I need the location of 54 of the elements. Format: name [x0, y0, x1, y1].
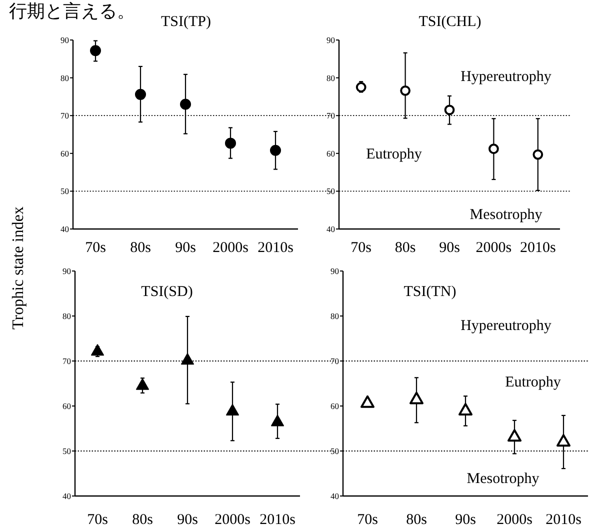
annotation: Eutrophy — [505, 374, 562, 391]
y-tick-label: 60 — [60, 148, 69, 158]
annotation: Hypereutrophy — [460, 318, 552, 334]
x-tick-label: 2000s — [496, 512, 533, 528]
text: 行期と言える。 — [9, 1, 135, 21]
x-tick-label: 90s — [455, 512, 476, 528]
x-tick-label: 90s — [177, 512, 198, 528]
chart-title: TSI(CHL) — [418, 14, 482, 30]
x-tick-label: 70s — [350, 240, 372, 256]
y-tick-label: 70 — [60, 110, 69, 121]
y-tick-label: 40 — [330, 491, 339, 501]
y-tick-label: 90 — [326, 35, 335, 45]
x-tick-label: 2000s — [212, 240, 249, 256]
y-tick-label: 80 — [62, 311, 71, 321]
y-axis-title: Trophic state index — [10, 206, 27, 330]
x-tick-label: 80s — [394, 240, 416, 256]
x-tick-label: 70s — [85, 240, 106, 256]
y-tick-label: 60 — [62, 401, 71, 411]
x-tick-label: 2000s — [476, 240, 512, 256]
x-tick-label: 90s — [439, 240, 460, 256]
y-tick-label: 90 — [330, 266, 339, 276]
y-tick-label: 80 — [60, 72, 69, 83]
x-tick-label: 80s — [130, 240, 152, 256]
y-tick-label: 40 — [326, 224, 335, 234]
x-tick-label: 2010s — [546, 512, 582, 528]
y-tick-label: 70 — [326, 110, 335, 121]
y-tick-label: 80 — [330, 311, 339, 321]
y-tick-label: 90 — [62, 266, 71, 276]
annotation: Eutrophy — [366, 146, 422, 162]
x-tick-label: 2000s — [214, 512, 251, 528]
text: TSI(SD) — [141, 284, 193, 300]
y-tick-label: 50 — [60, 186, 69, 196]
x-tick-label: 80s — [132, 512, 154, 528]
x-tick-label: 2010s — [260, 512, 296, 528]
y-tick-label: 80 — [326, 72, 335, 83]
y-tick-label: 50 — [326, 186, 335, 196]
y-tick-label: 60 — [326, 148, 335, 158]
y-tick-label: 40 — [62, 491, 71, 501]
y-tick-label: 50 — [62, 446, 71, 456]
text: TSI(TN) — [404, 284, 456, 300]
annotation: Hypereutrophy — [460, 68, 552, 85]
x-tick-label: 70s — [87, 512, 108, 528]
annotation: Mesotrophy — [466, 471, 540, 487]
x-tick-label: 90s — [175, 240, 196, 256]
y-tick-label: 70 — [62, 356, 71, 366]
annotation: Mesotrophy — [470, 206, 543, 223]
y-tick-label: 60 — [330, 401, 339, 411]
x-tick-label: 80s — [406, 512, 428, 528]
chart-title: TSI(TP) — [161, 14, 211, 30]
y-tick-label: 90 — [60, 35, 69, 45]
x-tick-label: 2010s — [258, 240, 294, 256]
y-tick-label: 40 — [60, 224, 69, 234]
x-tick-label: 2010s — [520, 240, 556, 256]
x-tick-label: 70s — [357, 512, 378, 528]
